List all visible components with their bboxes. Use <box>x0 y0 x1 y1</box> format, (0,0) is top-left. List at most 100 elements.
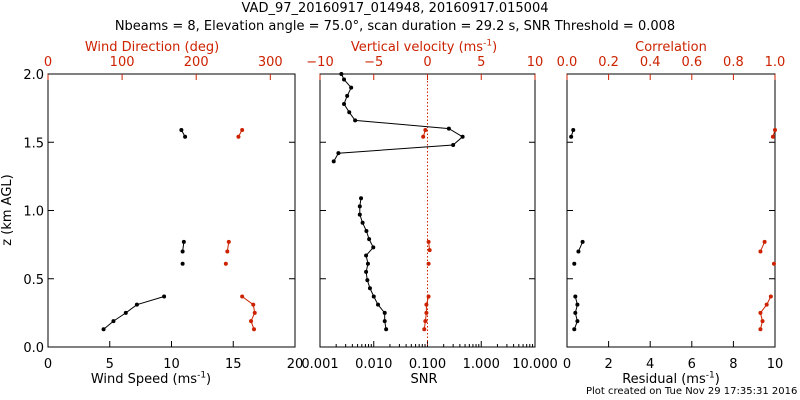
panel-2-series-1-point <box>371 245 376 250</box>
panel-2-top-tick-label: 10 <box>527 55 544 70</box>
wind-speed-axis-label-text: Wind Speed (ms <box>90 372 198 387</box>
panel-2-series-1-point <box>357 204 362 209</box>
panel-3-top-tick-label: 0.2 <box>598 55 619 70</box>
panel-3-bottom-tick-label: 4 <box>646 357 654 372</box>
panel-1-bottom-tick-label: 15 <box>225 357 242 372</box>
wind-direction-axis-label: Wind Direction (deg) <box>84 40 220 55</box>
panel-1-series-1-point <box>134 302 139 307</box>
panel-2-top-tick-label: −10 <box>306 55 333 70</box>
vertical-velocity-axis-label-end: ) <box>492 40 498 55</box>
residual-axis-label-end: ) <box>714 372 720 387</box>
panel-2-series-2-point <box>427 248 432 253</box>
panel-1-series-2-point <box>252 310 257 315</box>
vertical-velocity-axis-label: Vertical velocity (ms-1) <box>351 38 498 55</box>
panel-3-series-2-point <box>758 310 763 315</box>
panel-3-series-2-point <box>758 249 763 254</box>
panel-1-series-1-point <box>111 319 116 324</box>
panel-2-series-1-point <box>342 77 347 82</box>
panel-2-series-1-point <box>382 310 387 315</box>
panel-2-bottom-tick-label: 10.000 <box>512 357 558 372</box>
panel-2-bottom-tick-label: 1.000 <box>463 357 500 372</box>
panel-2-series-1-point <box>364 228 369 233</box>
panel-2-series-1-point <box>357 212 362 217</box>
panel-2-series-1-line <box>359 198 387 330</box>
figure-title-line1: VAD_97_20160917_014948, 20160917.015004 <box>241 1 549 16</box>
panel-3-series-2-point <box>768 294 773 299</box>
panel-2-series-1-point <box>446 126 451 131</box>
panel-3-bottom-tick-label: 2 <box>604 357 612 372</box>
panel-2-series-1-point <box>353 118 358 123</box>
panel-3-series-1-point <box>572 261 577 266</box>
panel-2-series-1-point <box>364 269 369 274</box>
panel-1-series-1-point <box>181 239 186 244</box>
panel-2-series-2-point <box>423 127 428 132</box>
panel-3-series-2-point <box>762 239 767 244</box>
panel-2-series-1-point <box>365 278 370 283</box>
panel-2-series-1-point <box>382 319 387 324</box>
panel-2-bottom-tick-label: 0.001 <box>301 357 338 372</box>
panel-3-series-1-point <box>576 249 581 254</box>
panel-2-series-1-point <box>347 110 352 115</box>
panel-2-series-2-point <box>426 294 431 299</box>
panel-2-series-2-point <box>426 261 431 266</box>
height-tick-label: 2.0 <box>23 68 44 83</box>
panel-3-series-2-point <box>773 127 777 132</box>
panel-3-bottom-tick-label: 10 <box>767 357 784 372</box>
panel-3-series-1-point <box>573 310 578 315</box>
panel-3-series-1-point <box>575 319 580 324</box>
panel-3-bottom-tick-label: 6 <box>688 357 696 372</box>
height-tick-label: 0.5 <box>23 273 44 288</box>
panel-1-top-tick-label: 0 <box>44 55 52 70</box>
panel-1-series-1-point <box>162 294 167 299</box>
wind-speed-axis-label-end: ) <box>206 372 212 387</box>
panel-1-series-2-point <box>226 239 231 244</box>
panel-2-series-1-point <box>367 237 372 242</box>
panel-1-series-2-point <box>252 327 257 332</box>
panel-2-series-1-point <box>331 159 336 164</box>
panel-2-series-1-point <box>376 302 381 307</box>
panel-3-bottom-tick-label: 8 <box>729 357 737 372</box>
panel-2-series-1-point <box>359 196 364 201</box>
panel-1-bottom-tick-label: 10 <box>163 357 180 372</box>
panel-1-bottom-tick-label: 5 <box>106 357 114 372</box>
panel-2-series-1-point <box>342 102 347 107</box>
panel-2-series-1-point <box>349 85 354 90</box>
panel-2-bottom-tick-label: 0.010 <box>355 357 392 372</box>
plot-data <box>101 72 777 347</box>
residual-axis-label: Residual (ms-1) <box>622 370 720 387</box>
height-tick-label: 1.5 <box>23 136 44 151</box>
vertical-velocity-unit-exponent: -1 <box>483 38 493 49</box>
panel-3-series-1-point <box>573 294 578 299</box>
panel-1-series-1-point <box>101 327 106 332</box>
panel-3-series-2-point <box>758 327 763 332</box>
panel-2-series-1-point <box>367 286 372 291</box>
height-tick-label: 1.0 <box>23 205 44 220</box>
panel-1-frame <box>47 73 296 348</box>
panel-2-top-tick-label: 5 <box>477 55 485 70</box>
residual-axis-label-text: Residual (ms <box>622 372 706 387</box>
height-axis-label: z (km AGL) <box>0 174 15 246</box>
panel-3-series-2-point <box>770 134 775 139</box>
panel-2-series-1-point <box>339 72 344 76</box>
panel-3-series-1-point <box>575 302 580 307</box>
panel-2-series-2-point <box>424 302 429 307</box>
panel-2-top-tick-label: −5 <box>364 55 383 70</box>
panel-3-frame <box>566 73 776 348</box>
panel-2-series-2-point <box>423 319 428 324</box>
panel-1-series-2-point <box>236 134 241 139</box>
panel-3-top-tick-label: 0.8 <box>723 55 744 70</box>
panel-1-series-1-point <box>183 134 188 139</box>
residual-unit-exponent: -1 <box>705 370 715 381</box>
panel-3-series-1-point <box>571 127 576 132</box>
panel-2-series-1-point <box>460 134 465 139</box>
panel-3-series-1-point <box>569 134 574 139</box>
panel-1-top-tick-label: 200 <box>184 55 209 70</box>
correlation-axis-label: Correlation <box>635 40 707 55</box>
panel-3-series-1-point <box>572 327 577 332</box>
panel-1-series-2-point <box>251 302 256 307</box>
panel-1-top-tick-label: 100 <box>110 55 135 70</box>
panel-1-series-2-point <box>223 261 228 266</box>
panel-1-series-2-point <box>225 249 230 254</box>
